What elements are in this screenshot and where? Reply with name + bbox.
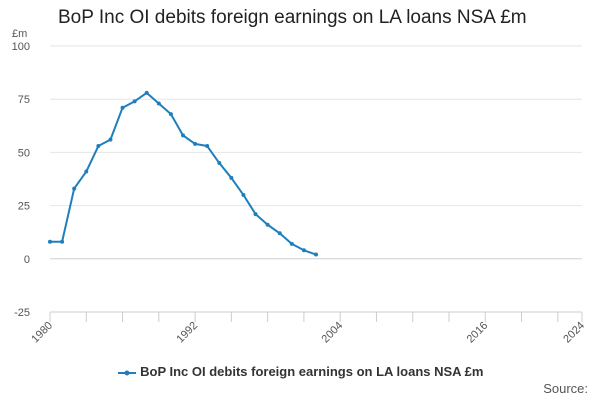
x-tick-label: 2024 (561, 320, 587, 346)
legend[interactable]: BoP Inc OI debits foreign earnings on LA… (0, 364, 600, 379)
data-point[interactable] (72, 186, 77, 191)
data-point[interactable] (48, 239, 52, 244)
data-point[interactable] (253, 212, 258, 217)
x-tick-label: 2016 (465, 320, 491, 346)
series-layer (48, 90, 318, 257)
chart-title: BoP Inc OI debits foreign earnings on LA… (58, 7, 527, 28)
data-point[interactable] (156, 101, 161, 106)
data-point[interactable] (144, 90, 149, 95)
y-tick-label: 100 (12, 41, 30, 53)
data-point[interactable] (277, 231, 282, 236)
data-point[interactable] (193, 141, 198, 146)
data-point[interactable] (205, 144, 210, 149)
data-point[interactable] (181, 133, 185, 138)
data-point[interactable] (60, 239, 65, 244)
data-point[interactable] (229, 175, 234, 180)
x-tick-label: 2004 (320, 320, 346, 346)
data-point[interactable] (108, 137, 113, 142)
y-tick-label: -25 (14, 307, 30, 319)
y-axis-unit-label: £m (12, 28, 27, 40)
y-tick-label: 25 (18, 201, 30, 213)
x-tick-label: 1980 (29, 320, 55, 346)
legend-marker (117, 370, 136, 376)
data-point[interactable] (168, 112, 173, 117)
grid-lines (50, 45, 582, 313)
y-tick-label: 50 (18, 147, 30, 159)
y-tick-label: 75 (18, 94, 30, 106)
source-label: Source: (543, 381, 588, 396)
data-point[interactable] (241, 192, 246, 197)
data-point[interactable] (314, 252, 318, 257)
data-point[interactable] (120, 105, 125, 110)
data-point[interactable] (96, 144, 101, 149)
data-point[interactable] (301, 248, 306, 253)
data-point[interactable] (84, 169, 89, 174)
series-line-0 (50, 91, 317, 256)
legend-item-label: BoP Inc OI debits foreign earnings on LA… (140, 364, 484, 379)
data-point[interactable] (217, 161, 222, 166)
x-axis: 1980 1992 2004 2016 2024 (29, 311, 587, 346)
data-point[interactable] (289, 241, 294, 246)
x-tick-label: 1992 (174, 320, 200, 346)
y-tick-label: 0 (24, 254, 30, 266)
y-axis: -25 0 25 50 75 100 (12, 41, 30, 319)
data-point[interactable] (265, 222, 270, 227)
data-point[interactable] (132, 99, 137, 104)
